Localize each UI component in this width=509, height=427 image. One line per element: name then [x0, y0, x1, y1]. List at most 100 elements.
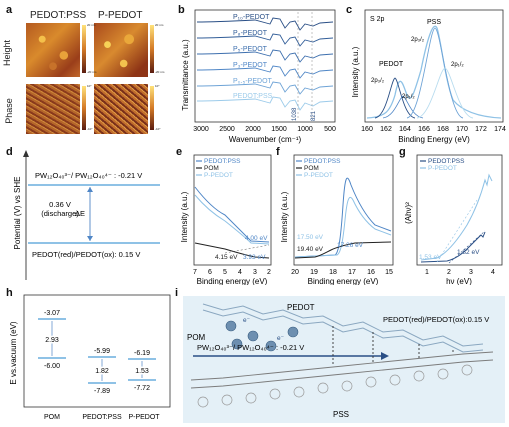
- e-xtick-6: 6: [208, 269, 212, 276]
- h-pom-bot-val: -6.00: [44, 363, 60, 370]
- panel-f: Intensity (a.u.) PEDOT:PSS POM P-PEDOT 1…: [280, 154, 394, 285]
- i-connectors: [332, 326, 454, 366]
- row-label-height: Height: [2, 39, 13, 67]
- scale-h-min-2: -20 nm: [155, 70, 165, 74]
- e-frame: [193, 154, 272, 266]
- g-tangent-pedotpss: [448, 230, 486, 264]
- afm-phase-ppedot: [94, 84, 148, 134]
- panel-g: (Ahν)² PEDOT:PSS P-PEDOT 1.82 eV 1.53 eV…: [404, 154, 503, 285]
- c-label-pss: PSS: [427, 19, 441, 26]
- b-xtick-1000: 1000: [297, 126, 313, 133]
- scale-p-min-2: -10°: [155, 127, 161, 131]
- g-annot-182: 1.82 eV: [457, 249, 480, 256]
- b-xtick-1500: 1500: [271, 126, 287, 133]
- panel-i-diagram: e⁻ e⁻ PEDOT POM PEDOT(red)/PEDOT(ox):0.1…: [187, 303, 494, 419]
- panel-letter-d: d: [6, 146, 13, 158]
- c-xtick-160: 160: [361, 126, 373, 133]
- h-frame: [23, 294, 171, 408]
- e-extrap: [224, 244, 270, 254]
- c-xtick-174: 174: [494, 126, 506, 133]
- d-axis-arrow: [23, 150, 29, 157]
- i-pedot-chain: [202, 303, 484, 353]
- c-label-pedot: PEDOT: [379, 61, 404, 68]
- c-pss-comp1: [406, 27, 464, 119]
- c-envelope: [366, 25, 502, 119]
- e-annot-393: 3.93 eV: [243, 254, 266, 261]
- h-ppedot-gap: 1.53: [135, 368, 149, 375]
- row-label-phase: Phase: [3, 98, 14, 124]
- e-xlabel: Binding energy (eV): [197, 277, 268, 285]
- i-electron-1: e⁻: [243, 317, 250, 324]
- e-xtick-3: 3: [253, 269, 257, 276]
- f-xtick-17: 17: [348, 269, 356, 276]
- panel-a: PEDOT:PSS P-PEDOT Height Phase 20 nm -20…: [0, 0, 172, 142]
- f-xtick-20: 20: [291, 269, 299, 276]
- b-series-p8: P₈-PEDOT: [233, 30, 268, 37]
- b-series-p3: P₃-PEDOT: [233, 62, 268, 69]
- g-xtick-1: 1: [425, 269, 429, 276]
- i-pss-label: PSS: [333, 410, 349, 419]
- f-annot-1750: 17.50 eV: [297, 234, 324, 241]
- b-xtick-3000: 3000: [193, 126, 209, 133]
- f-annot-1940: 19.40 eV: [297, 246, 324, 253]
- f-legend-2: P-PEDOT: [304, 172, 333, 179]
- b-series-p10: P₁₀-PEDOT: [233, 14, 270, 21]
- b-xtick-2000: 2000: [245, 126, 261, 133]
- panel-letter-c: c: [346, 4, 353, 16]
- e-curve-ppedot: [194, 194, 270, 245]
- f-ylabel: Intensity (a.u.): [280, 191, 289, 242]
- g-ylabel: (Ahν)²: [404, 202, 413, 224]
- i-pom-clusters: [225, 320, 299, 352]
- b-curve-p05: [196, 81, 334, 95]
- colorbar-phase-1: [82, 86, 86, 130]
- b-xlabel: Wavenumber (cm⁻¹): [229, 135, 302, 144]
- afm-height-ppedot: [94, 23, 148, 77]
- scale-p-min-1: -10°: [87, 127, 93, 131]
- panel-e: Intensity (a.u.) PEDOT:PSS POM P-PEDOT 4…: [180, 154, 272, 285]
- e-xtick-5: 5: [223, 269, 227, 276]
- i-pedot-label: PEDOT: [287, 303, 315, 312]
- g-xtick-3: 3: [469, 269, 473, 276]
- d-mid-value: 0.36 V: [49, 200, 71, 209]
- panel-letter-e: e: [176, 146, 183, 158]
- b-curve-p10: [196, 17, 334, 31]
- afm-phase-pedotpss: [26, 84, 80, 134]
- scale-p-max-1: 10°: [87, 84, 92, 88]
- b-annot-821: 821: [311, 110, 317, 121]
- h-cat-pedotpss: PEDOT:PSS: [82, 414, 122, 421]
- g-frame: [416, 154, 503, 266]
- h-pom-gap: 2.93: [45, 337, 59, 344]
- panel-letter-b: b: [178, 4, 185, 16]
- b-curve-p8: [196, 33, 334, 47]
- b-annot-1038: 1038: [292, 107, 298, 121]
- e-curve-pom: [194, 242, 270, 259]
- f-legend-1: POM: [304, 165, 319, 172]
- e-legend-1: POM: [204, 165, 219, 172]
- f-xtick-16: 16: [367, 269, 375, 276]
- c-xtick-166: 166: [418, 126, 430, 133]
- d-delta: ΔE: [75, 209, 85, 218]
- panel-letter-g: g: [399, 146, 406, 158]
- b-curve-p5: [196, 49, 334, 63]
- i-arrow-head: [381, 352, 389, 360]
- c-frame: [364, 9, 504, 123]
- panel-letter-a: a: [6, 4, 13, 16]
- c-pedot-comp2: [382, 95, 424, 119]
- panel-i: [183, 296, 505, 423]
- panel-letter-i: i: [175, 287, 179, 299]
- col-title-pedotpss: PEDOT:PSS: [30, 10, 87, 21]
- c-label-p12a: 2p₁/₂: [402, 94, 415, 100]
- h-ylabel: E vs.vacuum (eV): [9, 321, 18, 384]
- panel-c: Intensity (a.u.) S 2p PEDOT PSS 2p₃/₂ 2p…: [351, 9, 506, 144]
- f-curve-ppedot: [294, 196, 392, 258]
- f-curve-pom: [294, 241, 392, 259]
- g-xtick-2: 2: [447, 269, 451, 276]
- h-cat-pom: POM: [44, 414, 60, 421]
- h-pedotpss-bot-val: -7.89: [94, 388, 110, 395]
- e-ylabel: Intensity (a.u.): [180, 191, 189, 242]
- i-redox-text: PEDOT(red)/PEDOT(ox):0.15 V: [383, 315, 489, 324]
- c-xtick-172: 172: [475, 126, 487, 133]
- d-arrowhead-up: [87, 187, 93, 192]
- f-xtick-18: 18: [329, 269, 337, 276]
- h-pom-top-val: -3.07: [44, 310, 60, 317]
